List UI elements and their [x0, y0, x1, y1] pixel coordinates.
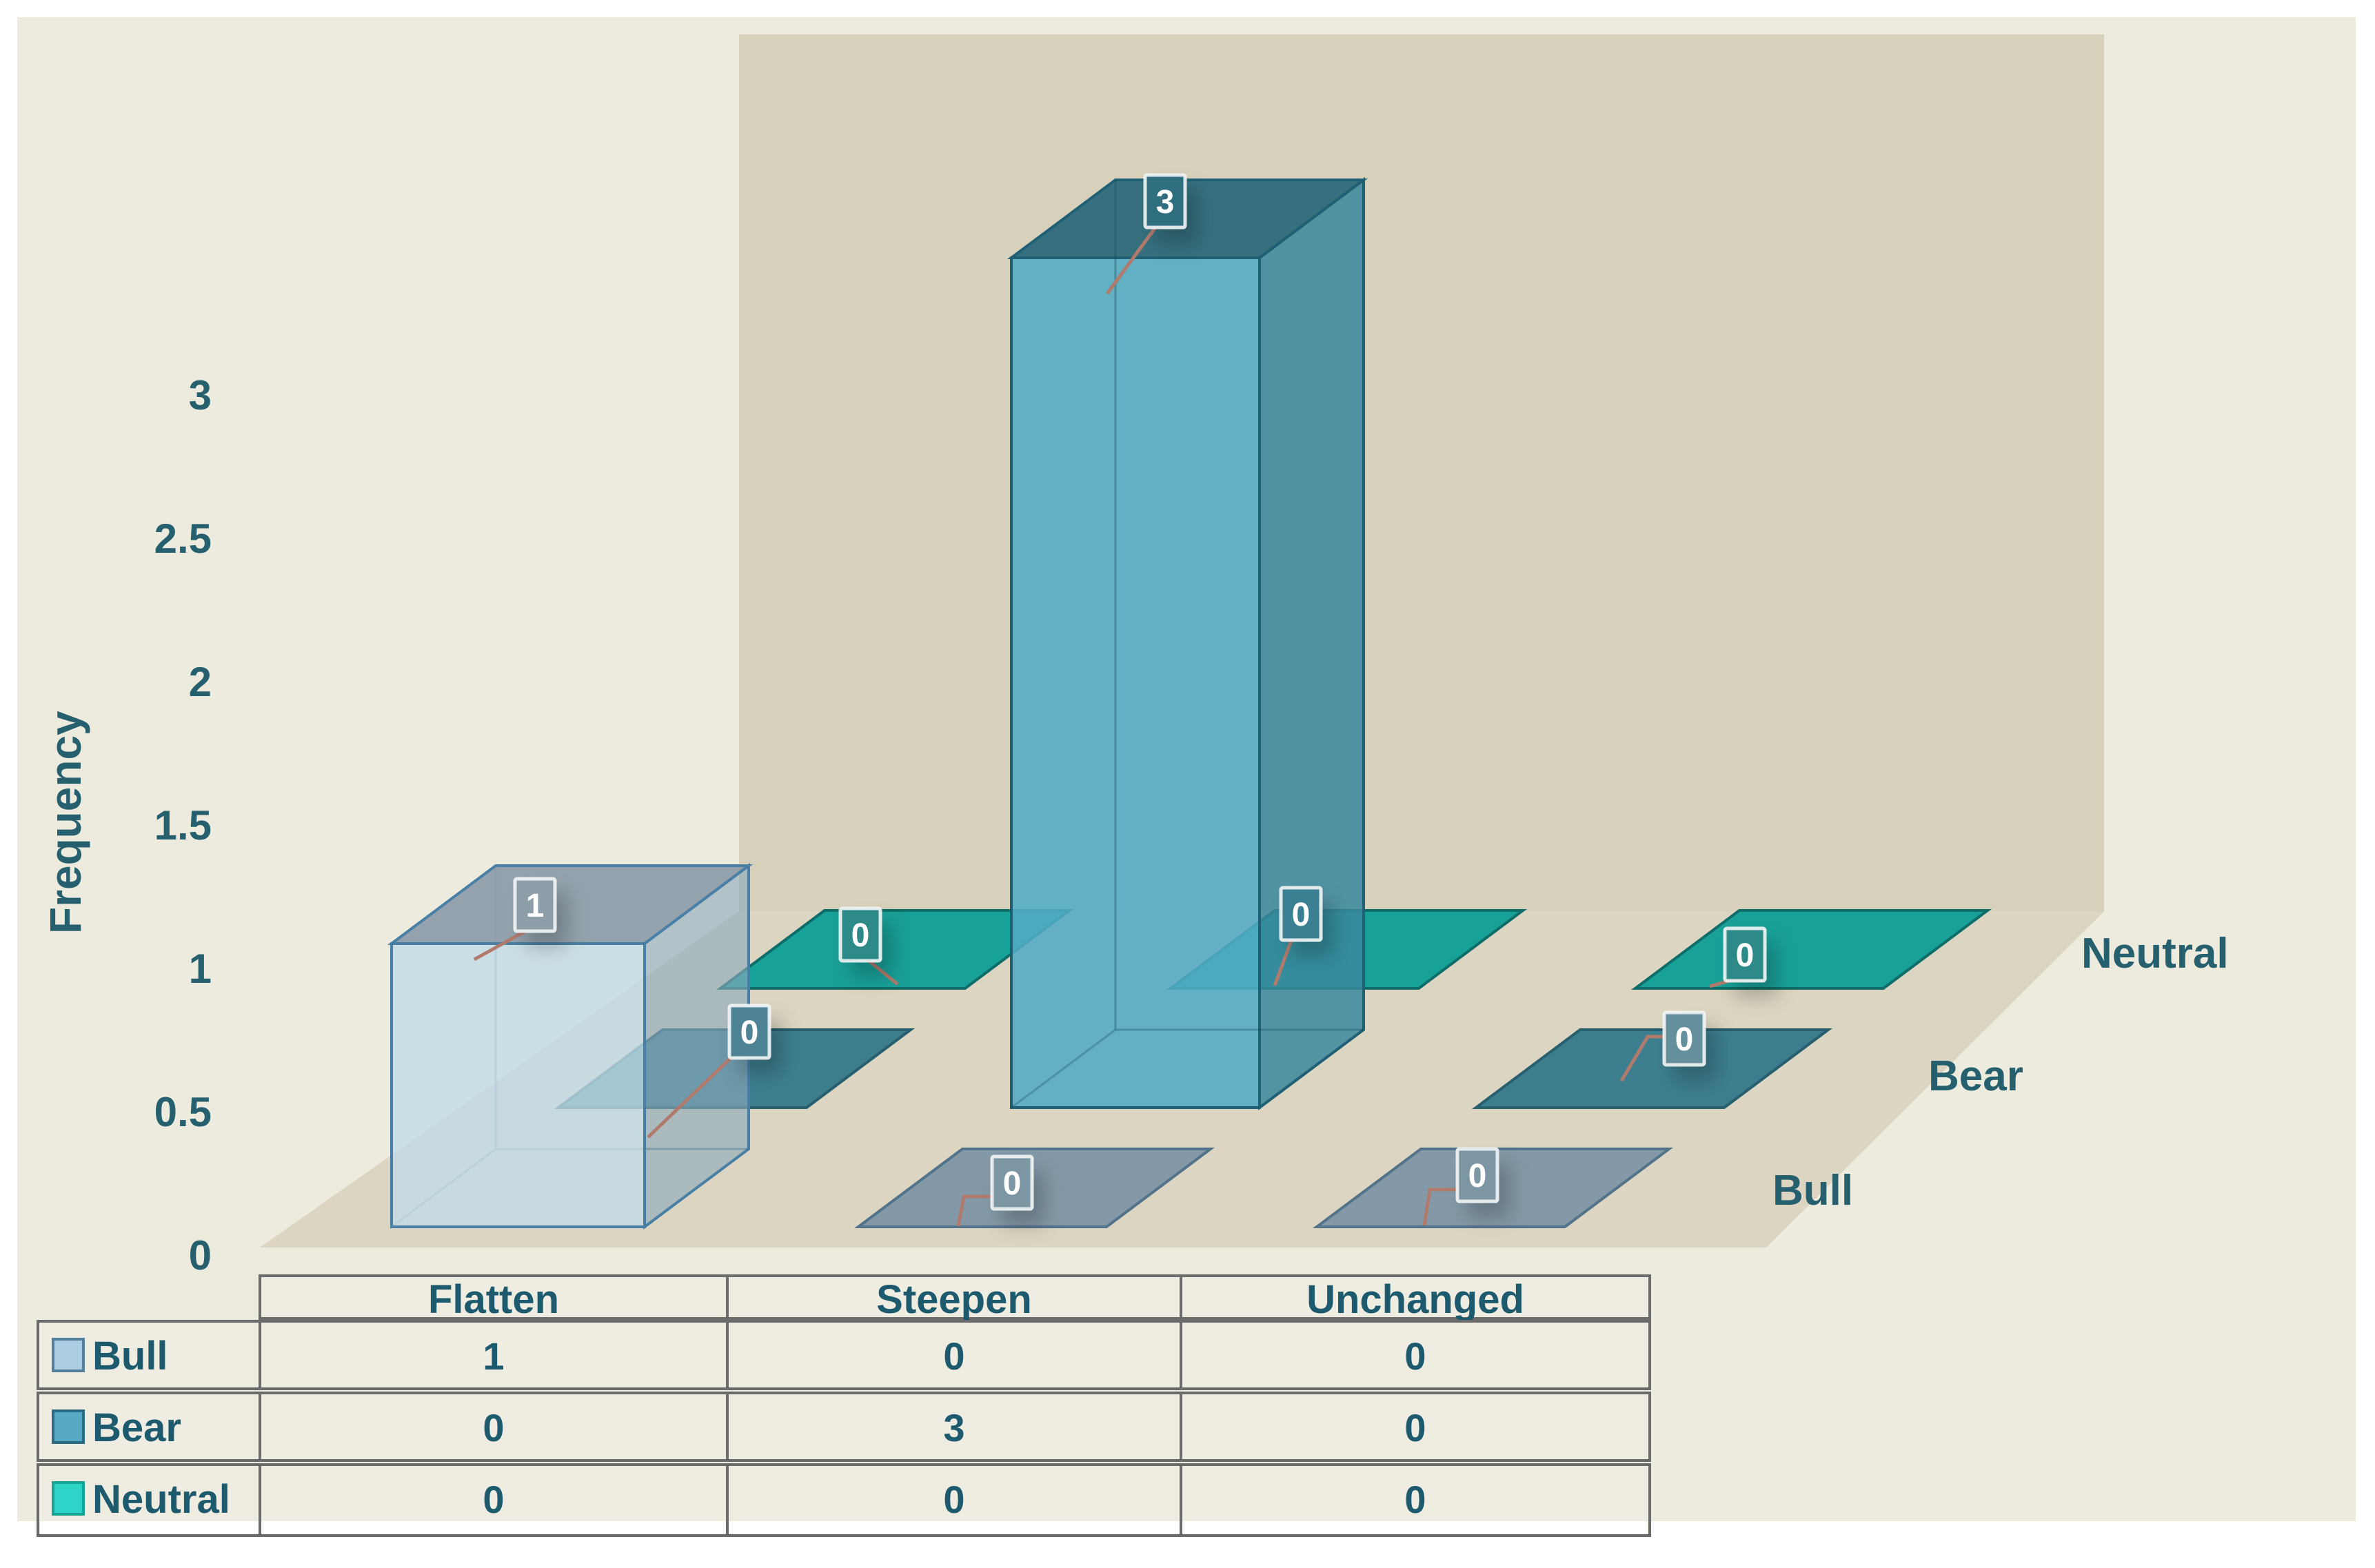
cell-bull-unchanged: 0: [1404, 1334, 1426, 1378]
point-label-bull-flatten: 1: [513, 877, 557, 933]
cell-bear-unchanged: 0: [1404, 1406, 1426, 1449]
y-tick-0: 0: [189, 1232, 212, 1279]
y-tick-1_5: 1.5: [154, 802, 212, 848]
series-axis-label-neutral: Neutral: [2081, 930, 2229, 977]
table-row-bear: Bear 0 3 0: [37, 1392, 1651, 1462]
bar-bear-steepen: [1007, 177, 1368, 1110]
point-label-text: 3: [1156, 184, 1175, 221]
tile-bear-unchanged: [1471, 1028, 1833, 1109]
table-header-row: Flatten Steepen Unchanged: [259, 1274, 1651, 1322]
cell-neutral-unchanged: 0: [1404, 1478, 1426, 1521]
col-header-steepen: Steepen: [876, 1277, 1032, 1322]
row-label-bear: Bear: [92, 1405, 181, 1450]
y-axis-ticks: 0 0.5 1 1.5 2 2.5 3: [154, 372, 212, 1279]
series-axis-label-bull: Bull: [1772, 1167, 1853, 1214]
point-label-bull-steepen: 0: [990, 1154, 1034, 1211]
point-label-text: 0: [1736, 937, 1755, 974]
cell-bull-flatten: 1: [483, 1334, 504, 1378]
point-label-bull-unchanged: 0: [1455, 1147, 1499, 1203]
col-header-unchanged: Unchanged: [1306, 1277, 1524, 1322]
point-label-text: 0: [1292, 897, 1311, 933]
row-label-neutral: Neutral: [92, 1477, 230, 1522]
point-label-bear-flatten: 0: [727, 1004, 771, 1060]
y-axis-title: Frequency: [41, 711, 90, 934]
point-label-bear-unchanged: 0: [1662, 1010, 1706, 1067]
cell-bull-steepen: 0: [943, 1334, 964, 1378]
point-label-text: 0: [740, 1015, 759, 1051]
table-row-neutral: Neutral 0 0 0: [37, 1463, 1651, 1537]
point-label-text: 0: [1003, 1165, 1022, 1202]
cell-neutral-steepen: 0: [943, 1478, 964, 1521]
bar-bull-flatten: [387, 863, 754, 1230]
cell-neutral-flatten: 0: [483, 1478, 504, 1521]
table-row-bull: Bull 1 0 0: [37, 1320, 1651, 1390]
point-label-bear-steepen: 3: [1143, 173, 1187, 230]
point-label-text: 0: [851, 917, 870, 954]
point-label-text: 0: [1675, 1021, 1694, 1058]
data-table: Flatten Steepen Unchanged Bull 1 0 0 Bea…: [37, 1274, 1651, 1537]
y-tick-1: 1: [189, 946, 212, 992]
point-label-neutral-unchanged: 0: [1723, 926, 1767, 983]
legend-swatch-bear: [52, 1409, 85, 1444]
cell-bear-steepen: 3: [943, 1406, 964, 1449]
col-header-flatten: Flatten: [428, 1277, 559, 1322]
y-tick-3: 3: [189, 372, 212, 418]
y-tick-2_5: 2.5: [154, 516, 212, 562]
point-label-text: 0: [1468, 1158, 1487, 1194]
point-label-text: 1: [526, 888, 545, 924]
y-tick-2: 2: [189, 659, 212, 705]
y-tick-0_5: 0.5: [154, 1089, 212, 1135]
point-label-neutral-flatten: 0: [838, 906, 882, 963]
series-axis-label-bear: Bear: [1928, 1052, 2023, 1100]
cell-bear-flatten: 0: [483, 1406, 504, 1449]
legend-swatch-bull: [52, 1338, 85, 1372]
row-label-bull: Bull: [92, 1334, 168, 1378]
point-label-neutral-steepen: 0: [1279, 886, 1323, 942]
tile-bull-steepen: [853, 1148, 1215, 1228]
legend-swatch-neutral: [52, 1481, 85, 1516]
